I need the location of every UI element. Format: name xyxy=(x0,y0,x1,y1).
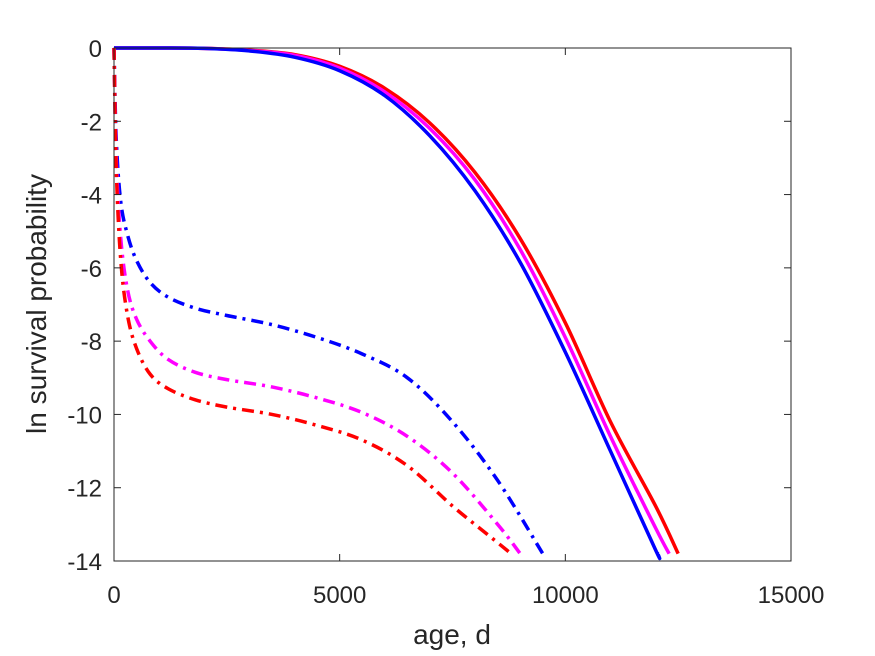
y-tick-label: -14 xyxy=(67,549,102,576)
series-line-dashdot-3 xyxy=(112,47,545,555)
y-tick-label: -10 xyxy=(67,402,102,429)
y-tick-label: 0 xyxy=(89,36,102,63)
y-axis-label: ln survival probability xyxy=(21,174,52,434)
x-tick-label: 0 xyxy=(107,582,120,609)
y-tick-label: -6 xyxy=(81,256,102,283)
y-tick-label: -8 xyxy=(81,329,102,356)
x-tick-label: 15000 xyxy=(758,582,825,609)
x-axis-label: age, d xyxy=(413,619,491,650)
plot-background xyxy=(114,48,791,561)
y-tick-label: -12 xyxy=(67,476,102,503)
series-line-dashdot-5 xyxy=(112,47,513,556)
series-line-solid-2 xyxy=(113,46,662,561)
x-tick-label: 5000 xyxy=(313,582,366,609)
series-layer xyxy=(112,46,680,561)
plot-area-border xyxy=(113,47,792,562)
y-tick-label: -2 xyxy=(81,109,102,136)
x-tick-label: 10000 xyxy=(532,582,599,609)
y-tick-label: -4 xyxy=(81,183,102,210)
tick-layer: 0 5000 10000 15000 0 -2 -4 -6 -8 -10 -12 -14 xyxy=(67,36,824,609)
